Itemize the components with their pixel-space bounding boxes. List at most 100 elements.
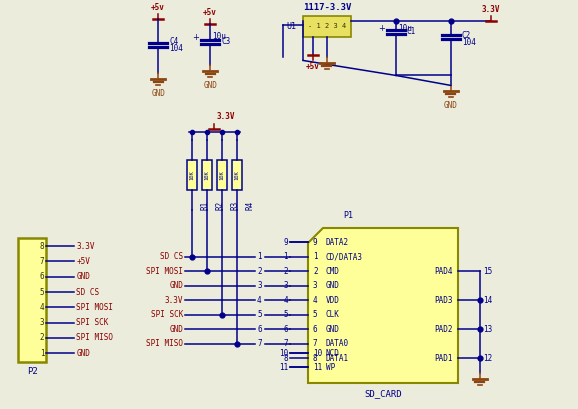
Text: 1: 1 [40, 348, 45, 358]
Text: GND: GND [326, 325, 340, 334]
Text: 4: 4 [283, 296, 288, 305]
Text: WP: WP [326, 362, 335, 371]
Text: 8: 8 [313, 353, 317, 362]
Text: 5: 5 [257, 310, 262, 319]
Text: 3: 3 [40, 318, 45, 327]
Text: U1: U1 [286, 22, 296, 31]
Text: 4: 4 [313, 296, 317, 305]
Text: 10: 10 [279, 348, 288, 357]
Text: 13: 13 [483, 325, 492, 334]
Text: PAD1: PAD1 [434, 353, 453, 362]
Text: PAD2: PAD2 [434, 325, 453, 334]
Bar [232, 160, 242, 190]
Bar [217, 160, 227, 190]
Text: 1117-3.3V: 1117-3.3V [303, 2, 351, 11]
Text: NCD: NCD [326, 348, 340, 357]
Text: CD/DATA3: CD/DATA3 [326, 252, 363, 261]
Text: 3.3V: 3.3V [165, 296, 183, 305]
Text: 7: 7 [40, 257, 45, 266]
Text: 5: 5 [313, 310, 317, 319]
Text: SD CS: SD CS [76, 288, 99, 297]
Text: R1: R1 [200, 201, 209, 210]
Text: 5: 5 [40, 288, 45, 297]
Text: 1: 1 [313, 252, 317, 261]
Text: GND: GND [151, 90, 165, 99]
Bar [202, 160, 212, 190]
Text: 6: 6 [257, 325, 262, 334]
Text: 14: 14 [483, 296, 492, 305]
Text: 9: 9 [313, 238, 317, 247]
Text: SD_CARD: SD_CARD [364, 389, 402, 398]
Text: SPI MISO: SPI MISO [146, 339, 183, 348]
Text: GND: GND [76, 348, 90, 358]
Text: 10K: 10K [190, 171, 195, 180]
Text: 2: 2 [257, 267, 262, 276]
Text: 2: 2 [313, 267, 317, 276]
Text: C3: C3 [221, 37, 231, 46]
Text: +5v: +5v [306, 63, 320, 72]
Text: - 1 2 3 4: - 1 2 3 4 [308, 23, 346, 29]
Text: 7: 7 [313, 339, 317, 348]
Text: SPI SCK: SPI SCK [151, 310, 183, 319]
Text: +5v: +5v [151, 2, 165, 11]
Text: 4: 4 [40, 303, 45, 312]
Text: +5V: +5V [76, 257, 90, 266]
Text: GND: GND [203, 81, 217, 90]
Text: 3: 3 [313, 281, 317, 290]
Text: 6: 6 [283, 325, 288, 334]
Text: VDD: VDD [326, 296, 340, 305]
Text: 6: 6 [313, 325, 317, 334]
Text: 104: 104 [462, 38, 476, 47]
Text: R2: R2 [215, 201, 224, 210]
Text: 3: 3 [257, 281, 262, 290]
Text: 3.3V: 3.3V [76, 242, 95, 251]
Text: +: + [192, 33, 199, 42]
Text: P2: P2 [27, 367, 38, 376]
Text: 8: 8 [40, 242, 45, 251]
Text: 10u: 10u [212, 32, 226, 41]
Text: GND: GND [326, 281, 340, 290]
Text: SD CS: SD CS [160, 252, 183, 261]
Text: 8: 8 [283, 353, 288, 362]
Text: GND: GND [444, 101, 458, 110]
Text: 12: 12 [483, 353, 492, 362]
Text: DATA0: DATA0 [326, 339, 349, 348]
Text: SPI SCK: SPI SCK [76, 318, 109, 327]
Text: CLK: CLK [326, 310, 340, 319]
Text: 7: 7 [283, 339, 288, 348]
Text: GND: GND [169, 325, 183, 334]
Polygon shape [308, 228, 458, 383]
Text: SPI MISO: SPI MISO [76, 333, 113, 342]
Text: 10: 10 [313, 348, 322, 357]
Text: 11: 11 [279, 362, 288, 371]
Text: CMD: CMD [326, 267, 340, 276]
Text: 10u: 10u [398, 24, 412, 33]
Text: 6: 6 [40, 272, 45, 281]
Bar [303, 16, 351, 38]
Text: PAD4: PAD4 [434, 267, 453, 276]
Text: GND: GND [169, 281, 183, 290]
Text: 9: 9 [283, 238, 288, 247]
Text: 2: 2 [40, 333, 45, 342]
Bar [18, 238, 46, 362]
Text: DATA2: DATA2 [326, 238, 349, 247]
Text: SPI MOSI: SPI MOSI [76, 303, 113, 312]
Text: 11: 11 [313, 362, 322, 371]
Text: 1: 1 [257, 252, 262, 261]
Text: 10K: 10K [235, 171, 239, 180]
Text: P1: P1 [343, 211, 353, 220]
Text: C4: C4 [169, 38, 179, 47]
Text: 7: 7 [257, 339, 262, 348]
Text: 3: 3 [283, 281, 288, 290]
Text: GND: GND [76, 272, 90, 281]
Text: 10K: 10K [205, 171, 210, 180]
Text: C1: C1 [407, 27, 416, 36]
Text: SPI MOSI: SPI MOSI [146, 267, 183, 276]
Text: DATA1: DATA1 [326, 353, 349, 362]
Text: 4: 4 [257, 296, 262, 305]
Text: +5v: +5v [203, 7, 217, 16]
Text: 3.3V: 3.3V [481, 4, 500, 13]
Text: 10K: 10K [220, 171, 225, 180]
Text: 5: 5 [283, 310, 288, 319]
Text: R4: R4 [245, 201, 254, 210]
